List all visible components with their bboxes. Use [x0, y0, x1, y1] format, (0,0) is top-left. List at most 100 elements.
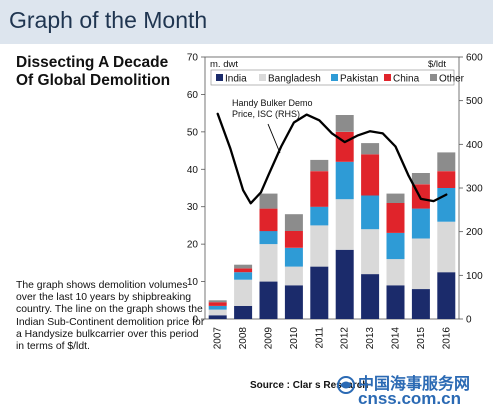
legend: India Bangladesh Pakistan China Other [210, 69, 465, 86]
bar-china-2016 [437, 171, 456, 188]
tick-label-left: 50 [187, 127, 199, 138]
watermark-logo-icon [337, 376, 355, 394]
bar-other-2013 [361, 143, 380, 155]
tick-label-right: 400 [466, 140, 483, 151]
tick-label-left: 70 [187, 53, 199, 64]
tick-label-x: 2008 [238, 327, 249, 350]
bar-pakistan-2014 [386, 232, 405, 260]
bar-pakistan-2012 [335, 161, 354, 200]
bar-china-2010 [284, 231, 303, 248]
bar-other-2008 [234, 264, 253, 269]
bar-china-2014 [386, 203, 405, 233]
bar-pakistan-2016 [437, 188, 456, 222]
bar-bangladesh-2014 [386, 259, 405, 286]
tick-label-x: 2016 [441, 327, 452, 350]
bar-india-2013 [361, 274, 380, 319]
legend-swatch-china [384, 74, 391, 81]
bar-china-2009 [259, 208, 278, 232]
source-note: Source : Clar s Research [250, 380, 369, 391]
chart-subtitle: Dissecting A Decade Of Global Demolition [16, 54, 206, 90]
header-band [0, 0, 493, 44]
line-group [216, 112, 448, 205]
tick-label-x: 2014 [391, 327, 402, 350]
bar-bangladesh-2015 [411, 238, 430, 289]
bar-pakistan-2013 [361, 195, 380, 230]
tick-label-left: 60 [187, 90, 199, 101]
bar-india-2007 [208, 315, 227, 319]
bar-bangladesh-2010 [284, 266, 303, 286]
tick-label-right: 200 [466, 227, 483, 238]
tick-label-x: 2011 [314, 327, 325, 349]
bar-other-2016 [437, 152, 456, 172]
watermark: 中国海事服务网 cnss.com.cn [336, 367, 493, 415]
bar-india-2015 [411, 289, 430, 319]
bar-china-2013 [361, 154, 380, 196]
legend-label-pakistan: Pakistan [340, 74, 378, 85]
bar-pakistan-2015 [411, 208, 430, 239]
tick-label-right: 300 [466, 184, 483, 195]
legend-swatch-other [430, 74, 437, 81]
bar-india-2010 [284, 285, 303, 319]
bar-other-2012 [335, 115, 354, 132]
legend-label-india: India [225, 74, 247, 85]
bar-bangladesh-2008 [234, 279, 253, 306]
bar-india-2016 [437, 272, 456, 319]
legend-label-other: Other [439, 74, 465, 85]
tick-label-left: 10 [187, 277, 199, 288]
bar-pakistan-2011 [310, 206, 329, 226]
tick-label-right: 500 [466, 96, 483, 107]
subtitle-line-2: Of Global Demolition [16, 72, 171, 89]
bar-india-2011 [310, 266, 329, 319]
page-title: Graph of the Month [9, 7, 208, 33]
bar-other-2014 [386, 193, 405, 203]
bar-india-2009 [259, 281, 278, 319]
bar-china-2012 [335, 131, 354, 162]
tick-label-x: 2007 [213, 327, 224, 350]
watermark-text-url: cnss.com.cn [358, 389, 461, 408]
bar-other-2010 [284, 214, 303, 231]
tick-label-left: 30 [187, 202, 199, 213]
subtitle-line-1: Dissecting A Decade [16, 54, 169, 71]
bar-other-2007 [208, 300, 227, 303]
bars-group [208, 115, 456, 319]
bar-pakistan-2010 [284, 247, 303, 267]
bar-india-2008 [234, 305, 253, 319]
bar-china-2011 [310, 171, 329, 207]
bar-other-2015 [411, 173, 430, 185]
annotation-line-2: Price, ISC (RHS) [232, 109, 300, 119]
bar-china-2008 [234, 268, 253, 273]
tick-label-left: 40 [187, 165, 199, 176]
tick-label-right: 600 [466, 53, 483, 64]
tick-label-x: 2009 [264, 327, 275, 350]
bar-pakistan-2007 [208, 305, 227, 310]
tick-label-x: 2015 [416, 327, 427, 350]
legend-label-china: China [393, 74, 420, 85]
annotation-pointer [267, 123, 281, 154]
price-line [216, 112, 448, 205]
legend-swatch-bangladesh [259, 74, 266, 81]
bar-other-2009 [259, 193, 278, 209]
bar-china-2007 [208, 302, 227, 306]
bar-pakistan-2008 [234, 272, 253, 280]
tick-label-right: 100 [466, 271, 483, 282]
bar-bangladesh-2007 [208, 309, 227, 316]
y-axis-left-label: m. dwt [210, 59, 238, 70]
tick-label-x: 2013 [365, 327, 376, 350]
axes-group: 0 10 20 30 40 50 60 70 0 100 200 300 400 500 600 2007 20… [187, 53, 483, 350]
legend-label-bangladesh: Bangladesh [268, 74, 321, 85]
bar-bangladesh-2016 [437, 221, 456, 273]
annotation-line-1: Handy Bulker Demo [232, 98, 313, 108]
y-axis-right-label: $/ldt [428, 59, 446, 70]
tick-label-x: 2010 [289, 327, 300, 350]
tick-label-left: 0 [192, 315, 198, 326]
bar-bangladesh-2011 [310, 225, 329, 267]
bar-india-2012 [335, 249, 354, 319]
chart-description: The graph shows demolition volumes over … [16, 280, 205, 353]
bar-other-2011 [310, 159, 329, 172]
watermark-text-cn: 中国海事服务网 [358, 376, 471, 393]
tick-label-right: 0 [466, 315, 472, 326]
bar-bangladesh-2009 [259, 244, 278, 282]
tick-label-left: 20 [187, 240, 199, 251]
